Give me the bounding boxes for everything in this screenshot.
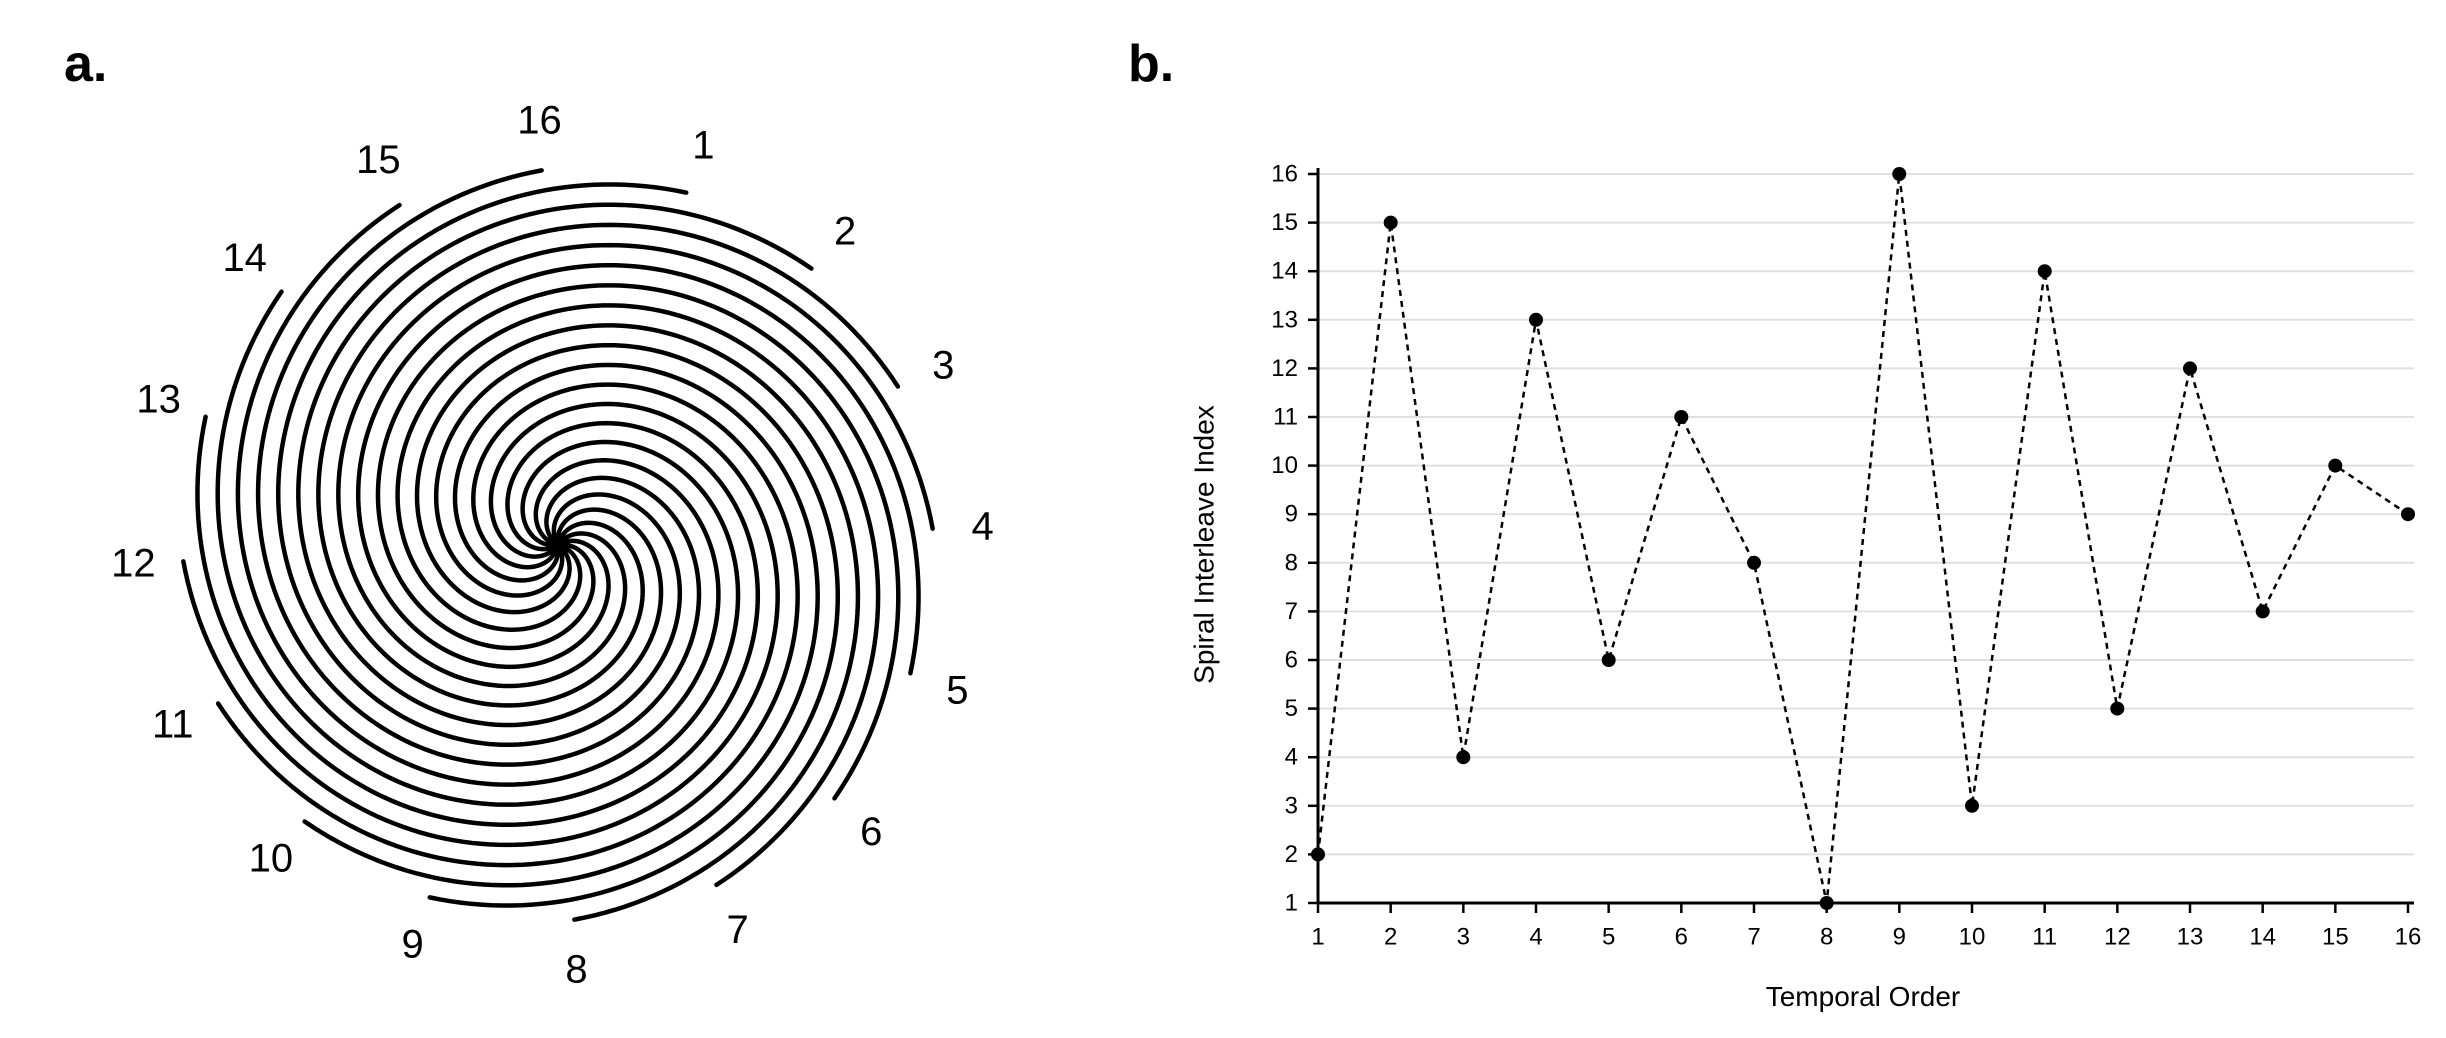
spiral-arm: [275, 182, 689, 748]
y-tick-label: 15: [1271, 209, 1298, 236]
spiral-arm: [302, 362, 820, 888]
data-point: [1674, 410, 1689, 424]
y-tick-label: 9: [1285, 501, 1298, 528]
spiral-arm: [414, 323, 861, 922]
data-point: [1311, 847, 1325, 862]
data-point: [1601, 653, 1616, 667]
spiral-arm: [395, 303, 881, 888]
spiral-arm: [235, 202, 721, 787]
x-tick-label: 5: [1602, 924, 1615, 951]
spiral-arms: [181, 168, 935, 922]
x-tick-label: 11: [2032, 924, 2057, 951]
spiral-arm-label: 4: [971, 505, 993, 549]
x-tick-label: 14: [2249, 924, 2276, 951]
data-point: [2328, 458, 2343, 473]
x-tick-label: 12: [2104, 924, 2131, 951]
data-point: [2183, 361, 2197, 376]
data-point: [1529, 312, 1543, 327]
data-point: [1892, 167, 1907, 181]
spiral-arm: [375, 283, 901, 801]
spiral-arm-label: 10: [249, 836, 294, 880]
data-points: [1311, 167, 2415, 910]
spiral-arm-label: 7: [726, 908, 748, 952]
x-tick-labels: 1 2 3 4 5 6 7 8 9 10 11 12 13 14 15 16: [1311, 924, 2421, 951]
spiral-arm: [316, 222, 901, 708]
spiral-arm-label: 16: [517, 98, 562, 142]
x-tick-label: 2: [1384, 924, 1397, 951]
grid-lines: [1318, 173, 2414, 856]
spiral-arm-label: 2: [834, 210, 856, 254]
data-point: [1456, 750, 1471, 765]
x-tick-label: 16: [2395, 924, 2422, 951]
x-tick-label: 7: [1747, 924, 1760, 951]
y-tick-label: 16: [1271, 161, 1298, 188]
data-point: [2255, 604, 2270, 619]
x-tick-label: 1: [1311, 924, 1324, 951]
y-axis-title: Spiral Interleave Index: [1189, 405, 1220, 684]
data-point: [1965, 798, 1979, 813]
spiral-arm-label: 8: [565, 948, 587, 992]
y-tick-label: 14: [1271, 258, 1298, 285]
x-tick-label: 4: [1529, 924, 1542, 951]
spiral-arm: [215, 382, 800, 868]
y-tick-label: 10: [1271, 452, 1298, 479]
spiral-arm: [255, 168, 702, 767]
y-tick-label: 2: [1285, 841, 1298, 868]
chart-axes: [1308, 168, 2414, 913]
y-tick-label: 5: [1285, 695, 1298, 722]
spiral-arm: [427, 342, 841, 908]
x-tick-label: 3: [1457, 924, 1470, 951]
spiral-arm-label: 11: [152, 703, 194, 747]
y-tick-label: 8: [1285, 549, 1298, 576]
spiral-arm: [181, 401, 780, 848]
y-tick-label: 4: [1285, 744, 1298, 771]
data-point: [1747, 555, 1761, 570]
data-point: [1383, 215, 1398, 230]
spiral-arm-label: 1: [692, 124, 714, 168]
x-tick-label: 6: [1675, 924, 1688, 951]
spiral-arm: [296, 202, 814, 728]
x-tick-label: 8: [1820, 924, 1833, 951]
x-tick-label: 13: [2177, 924, 2204, 951]
y-tick-label: 13: [1271, 306, 1298, 333]
panel-label-b: b.: [1128, 35, 1175, 93]
x-tick-label: 10: [1959, 924, 1986, 951]
y-tick-label: 7: [1285, 598, 1298, 625]
data-point: [2037, 264, 2052, 279]
series-line: [1316, 173, 2409, 904]
spiral-arm: [355, 262, 921, 676]
y-tick-label: 11: [1273, 404, 1298, 431]
y-tick-label: 1: [1285, 890, 1298, 917]
y-tick-label: 6: [1285, 647, 1298, 674]
spiral-arm-label: 5: [946, 668, 968, 712]
y-tick-label: 3: [1285, 792, 1298, 819]
y-tick-label: 12: [1271, 355, 1298, 382]
data-point: [1819, 896, 1834, 910]
spiral-arm: [195, 414, 761, 828]
spiral-arm-label: 9: [401, 922, 423, 966]
spiral-arm-label: 14: [222, 236, 267, 280]
x-axis-title: Temporal Order: [1766, 981, 1961, 1012]
spiral-arm-label: 12: [111, 542, 156, 586]
panel-label-a: a.: [64, 35, 108, 93]
data-point: [2110, 701, 2125, 716]
spiral-arm-label: 13: [136, 378, 181, 422]
x-tick-label: 15: [2322, 924, 2349, 951]
data-point: [2401, 507, 2415, 522]
x-tick-label: 9: [1893, 924, 1906, 951]
spiral-arm-label: 6: [860, 810, 882, 854]
spiral-arm: [215, 289, 741, 807]
spiral-arm-label: 3: [932, 343, 954, 387]
spiral-arm: [336, 242, 935, 689]
spiral-arm-label: 15: [356, 138, 401, 182]
